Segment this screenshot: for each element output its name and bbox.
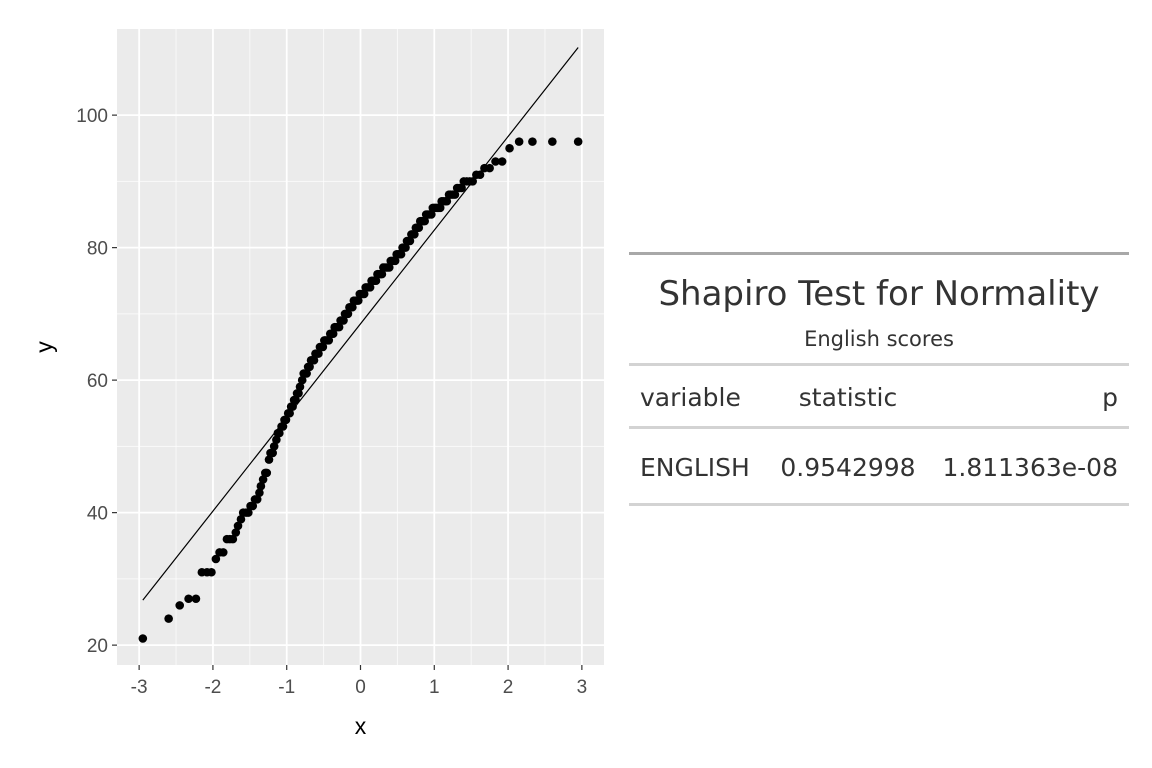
data-point — [288, 402, 297, 411]
data-point — [468, 177, 477, 186]
x-tick-label: -1 — [278, 677, 295, 698]
data-point — [401, 243, 410, 252]
data-point — [314, 349, 323, 358]
shapiro-table: Shapiro Test for Normality English score… — [629, 252, 1129, 506]
x-tick-label: 3 — [577, 677, 588, 698]
data-point — [505, 143, 514, 153]
y-tick-label: 100 — [76, 106, 108, 127]
data-point — [272, 435, 281, 445]
data-point — [528, 137, 537, 146]
data-point — [264, 455, 274, 464]
data-point — [343, 309, 353, 319]
data-point — [334, 322, 344, 332]
data-point — [365, 283, 375, 292]
data-point — [318, 342, 328, 352]
data-point — [236, 514, 246, 524]
data-point — [353, 296, 363, 305]
data-point — [207, 567, 216, 577]
data-point — [256, 481, 266, 491]
data-point — [497, 157, 507, 166]
data-point — [324, 336, 334, 345]
data-point — [414, 223, 424, 233]
column-header-p: p — [917, 366, 1129, 429]
data-point — [268, 448, 277, 458]
qq-reference-line — [142, 47, 579, 601]
data-point — [390, 256, 400, 266]
data-point — [164, 614, 173, 623]
data-point — [269, 442, 279, 451]
data-point — [339, 316, 348, 325]
y-tick-label: 60 — [87, 371, 108, 392]
data-point — [258, 475, 268, 484]
data-point — [548, 137, 557, 146]
data-point — [184, 594, 193, 604]
data-point — [485, 163, 494, 173]
data-point — [573, 137, 583, 146]
data-point — [450, 190, 460, 199]
plot-area: -3 -2 -1 0 1 2 3 20 40 60 80 100 x y — [31, 29, 604, 739]
data-point — [305, 362, 314, 372]
table-title: Shapiro Test for Normality — [658, 274, 1100, 314]
column-header-statistic: statistic — [779, 366, 917, 429]
table-subtitle: English scores — [804, 327, 954, 351]
data-point — [248, 501, 258, 511]
data-point — [457, 183, 466, 193]
data-point — [228, 534, 238, 544]
data-point — [218, 548, 228, 557]
y-tick-label: 40 — [87, 504, 108, 525]
data-point — [491, 157, 500, 166]
cell-p: 1.811363e-08 — [917, 429, 1129, 506]
table-grid: variable statistic p ENGLISH 0.9542998 1… — [629, 363, 1129, 506]
data-point — [211, 554, 221, 564]
cell-variable: ENGLISH — [629, 429, 779, 506]
data-point — [348, 302, 357, 312]
data-point — [291, 395, 300, 405]
data-point — [309, 355, 319, 365]
x-axis-title: x — [355, 713, 367, 739]
data-point — [294, 389, 303, 398]
data-point — [442, 196, 452, 206]
data-point — [278, 422, 288, 431]
data-point — [514, 137, 524, 146]
x-tick-label: 2 — [503, 677, 514, 698]
cell-statistic: 0.9542998 — [779, 429, 917, 506]
data-point — [285, 408, 294, 418]
data-point — [262, 468, 272, 478]
data-point — [427, 210, 436, 219]
x-tick-label: -2 — [204, 677, 221, 698]
data-point — [377, 269, 387, 279]
data-point — [252, 495, 262, 504]
data-point — [138, 634, 148, 643]
data-point — [328, 329, 338, 339]
data-point — [175, 601, 185, 610]
data-point — [233, 521, 243, 531]
data-point — [410, 230, 419, 239]
data-point — [297, 375, 307, 385]
data-point — [396, 249, 406, 259]
data-point — [295, 382, 305, 392]
data-point — [231, 528, 241, 537]
y-axis-title: y — [31, 341, 57, 353]
data-point — [255, 488, 264, 498]
data-point — [475, 170, 485, 180]
x-tick-label: 1 — [429, 677, 440, 698]
data-point — [384, 263, 394, 272]
data-point — [191, 594, 201, 604]
y-tick-label: 20 — [87, 636, 108, 657]
data-point — [371, 276, 381, 286]
data-point — [435, 203, 445, 213]
x-tick-label: -3 — [131, 677, 148, 698]
data-point — [281, 415, 291, 425]
x-tick-label: 0 — [355, 677, 366, 698]
data-point — [420, 216, 429, 226]
data-point — [302, 369, 311, 378]
data-point — [359, 289, 369, 299]
qq-plot: -3 -2 -1 0 1 2 3 20 40 60 80 100 x y — [31, 29, 604, 739]
data-point — [275, 428, 284, 438]
y-tick-label: 80 — [87, 239, 108, 260]
data-point — [244, 508, 253, 517]
data-point — [405, 236, 415, 246]
column-header-variable: variable — [629, 366, 779, 429]
